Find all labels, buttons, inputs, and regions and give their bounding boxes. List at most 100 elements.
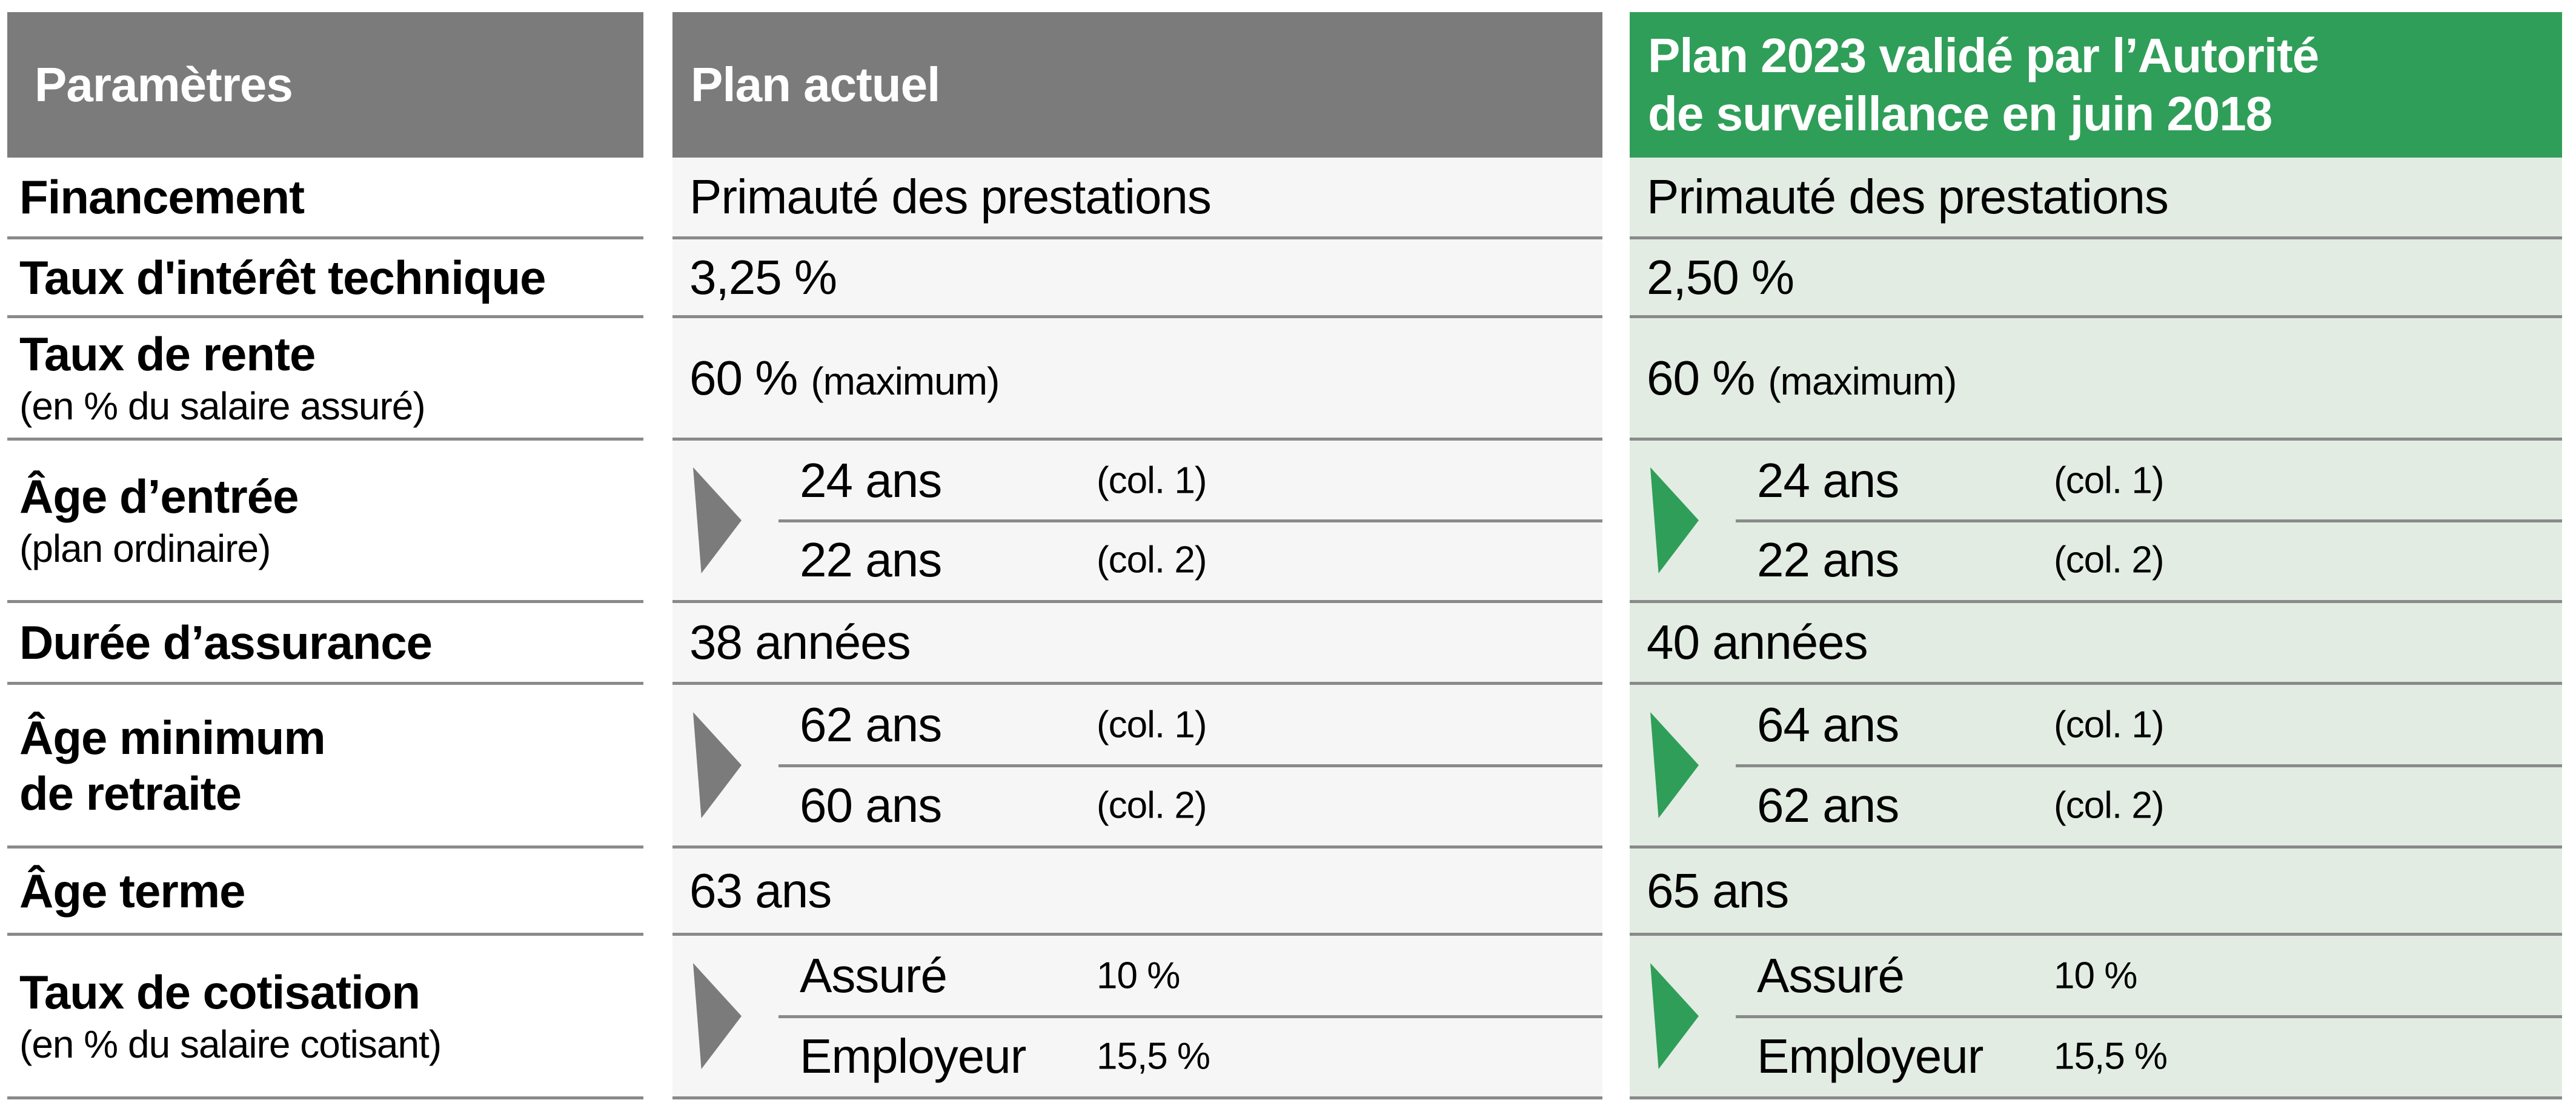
- cell-value: 24 ans: [800, 453, 942, 507]
- param-title: Âge terme: [19, 864, 245, 918]
- sub-separator: [778, 519, 1602, 522]
- cell-value: 22 ans: [800, 533, 942, 587]
- cell-note: (col. 2): [1097, 784, 1207, 827]
- cell-note: (maximum): [811, 359, 1000, 403]
- cell-age-terme-actuel: 63 ans: [672, 849, 1602, 936]
- cell-taux-rente-actuel: 60 % (maximum): [672, 318, 1602, 441]
- row-label-age-entree: Âge d’entrée (plan ordinaire): [7, 441, 643, 603]
- column-header-plan-actuel: Plan actuel: [672, 12, 1602, 158]
- header-label: Paramètres: [35, 58, 293, 112]
- cell-value: 24 ans: [1757, 453, 1899, 507]
- cell-taux-cotisation-actuel: Assuré 10 % Employeur 15,5 %: [672, 936, 1602, 1099]
- cell-note: 10 %: [2054, 955, 2137, 997]
- param-subtitle: (plan ordinaire): [19, 526, 271, 570]
- cell-value: 22 ans: [1757, 533, 1899, 587]
- row-label-financement: Financement: [7, 158, 643, 239]
- param-title: Financement: [19, 170, 305, 224]
- subrow-col1: 24 ans (col. 1): [672, 441, 1602, 521]
- cell-age-entree-actuel: 24 ans (col. 1) 22 ans (col. 2): [672, 441, 1602, 603]
- cell-value: 60 %: [689, 350, 798, 405]
- subrow-assure: Assuré 10 %: [1630, 936, 2562, 1016]
- cell-note: (col. 1): [1097, 704, 1207, 746]
- plan-2023-body: Primauté des prestations 2,50 % 60 % (ma…: [1630, 158, 2562, 1099]
- cell-value: 65 ans: [1647, 863, 1789, 918]
- cell-value: Primauté des prestations: [1647, 170, 2169, 224]
- param-subtitle: (en % du salaire cotisant): [19, 1022, 442, 1066]
- plan-actuel-body: Primauté des prestations 3,25 % 60 % (ma…: [672, 158, 1602, 1099]
- cell-value: 62 ans: [1757, 778, 1899, 832]
- subrow-employeur: Employeur 15,5 %: [1630, 1016, 2562, 1097]
- cell-note: (col. 2): [2054, 784, 2164, 827]
- cell-note: (col. 2): [1097, 539, 1207, 581]
- param-title: Taux de cotisation: [19, 965, 420, 1019]
- sub-separator: [778, 1015, 1602, 1018]
- param-subtitle: (en % du salaire assuré): [19, 384, 426, 428]
- cell-note: (maximum): [1768, 359, 1957, 403]
- row-label-taux-interet: Taux d'intérêt technique: [7, 239, 643, 318]
- subrow-col1: 62 ans (col. 1): [672, 685, 1602, 765]
- cell-value: 3,25 %: [689, 250, 837, 304]
- cell-age-minimum-2023: 64 ans (col. 1) 62 ans (col. 2): [1630, 685, 2562, 849]
- param-title: Âge minimum de retraite: [19, 710, 326, 820]
- column-header-parameters: Paramètres: [7, 12, 643, 158]
- cell-taux-cotisation-2023: Assuré 10 % Employeur 15,5 %: [1630, 936, 2562, 1099]
- cell-value: Primauté des prestations: [689, 170, 1212, 224]
- cell-age-minimum-actuel: 62 ans (col. 1) 60 ans (col. 2): [672, 685, 1602, 849]
- row-label-duree-assurance: Durée d’assurance: [7, 603, 643, 685]
- cell-duree-assurance-actuel: 38 années: [672, 603, 1602, 685]
- parameters-body: Financement Taux d'intérêt technique Tau…: [7, 158, 643, 1099]
- header-label: Plan 2023 validé par l’Autorité de surve…: [1648, 28, 2319, 141]
- cell-value: 60 %: [1647, 350, 1755, 405]
- column-header-plan-2023: Plan 2023 validé par l’Autorité de surve…: [1630, 12, 2562, 158]
- cell-value: 40 années: [1647, 615, 1868, 669]
- row-label-taux-de-rente: Taux de rente (en % du salaire assuré): [7, 318, 643, 441]
- row-label-age-minimum: Âge minimum de retraite: [7, 685, 643, 849]
- subrow-assure: Assuré 10 %: [672, 936, 1602, 1016]
- cell-note: 15,5 %: [1097, 1035, 1210, 1078]
- cell-value: 60 ans: [800, 778, 942, 832]
- column-plan-actuel: Plan actuel Primauté des prestations 3,2…: [672, 12, 1602, 1099]
- cell-duree-assurance-2023: 40 années: [1630, 603, 2562, 685]
- subrow-col2: 62 ans (col. 2): [1630, 765, 2562, 846]
- row-label-taux-cotisation: Taux de cotisation (en % du salaire coti…: [7, 936, 643, 1099]
- sub-separator: [778, 764, 1602, 767]
- subrow-col2: 60 ans (col. 2): [672, 765, 1602, 846]
- sub-separator: [1736, 1015, 2562, 1018]
- cell-taux-interet-2023: 2,50 %: [1630, 239, 2562, 318]
- sub-separator: [1736, 764, 2562, 767]
- cell-value: Assuré: [800, 949, 948, 1003]
- column-plan-2023: Plan 2023 validé par l’Autorité de surve…: [1630, 12, 2562, 1099]
- param-title: Durée d’assurance: [19, 616, 433, 669]
- column-parameters: Paramètres Financement Taux d'intérêt te…: [7, 12, 643, 1099]
- subrow-col2: 22 ans (col. 2): [1630, 521, 2562, 601]
- cell-value: 63 ans: [689, 863, 832, 918]
- cell-value: 2,50 %: [1647, 250, 1794, 304]
- param-title: Âge d’entrée: [19, 469, 299, 523]
- cell-value: Employeur: [1757, 1029, 1983, 1083]
- cell-value: 62 ans: [800, 698, 942, 752]
- cell-note: (col. 1): [2054, 459, 2164, 502]
- param-title: Taux de rente: [19, 327, 316, 381]
- cell-note: 10 %: [1097, 955, 1180, 997]
- row-label-age-terme: Âge terme: [7, 849, 643, 936]
- cell-age-entree-2023: 24 ans (col. 1) 22 ans (col. 2): [1630, 441, 2562, 603]
- cell-financement-2023: Primauté des prestations: [1630, 158, 2562, 239]
- cell-note: (col. 2): [2054, 539, 2164, 581]
- cell-note: (col. 1): [2054, 704, 2164, 746]
- cell-taux-rente-2023: 60 % (maximum): [1630, 318, 2562, 441]
- cell-value: Employeur: [800, 1029, 1026, 1083]
- param-title: Taux d'intérêt technique: [19, 250, 546, 304]
- cell-age-terme-2023: 65 ans: [1630, 849, 2562, 936]
- cell-value: Assuré: [1757, 949, 1905, 1003]
- cell-value: 64 ans: [1757, 698, 1899, 752]
- subrow-employeur: Employeur 15,5 %: [672, 1016, 1602, 1097]
- cell-note: (col. 1): [1097, 459, 1207, 502]
- cell-taux-interet-actuel: 3,25 %: [672, 239, 1602, 318]
- header-label: Plan actuel: [691, 58, 940, 112]
- sub-separator: [1736, 519, 2562, 522]
- cell-financement-actuel: Primauté des prestations: [672, 158, 1602, 239]
- cell-value: 38 années: [689, 615, 911, 669]
- subrow-col2: 22 ans (col. 2): [672, 521, 1602, 601]
- subrow-col1: 64 ans (col. 1): [1630, 685, 2562, 765]
